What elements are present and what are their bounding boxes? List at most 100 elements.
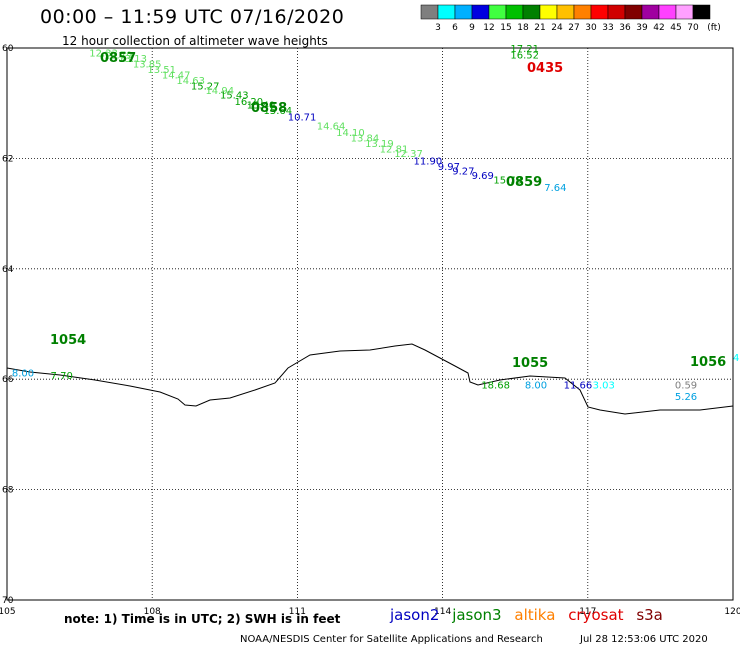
swh-value: 9.69 [472,171,494,182]
latitude-label: 64 [2,265,14,275]
swh-value: 15.43 [220,90,249,101]
legend-label: 21 [534,23,545,33]
swh-value: 16.20 [234,97,263,108]
swh-value: 13.84 [351,133,380,144]
swh-value: 12.37 [394,149,423,160]
swh-value: 11.66 [564,381,593,392]
legend-swatch [641,4,660,20]
longitude-label: 108 [144,607,161,617]
swh-value: 4. [733,353,740,364]
satellite-jason2: jason2 [390,606,440,624]
swh-value: 15.78 [493,175,522,186]
legend-label: 6 [452,23,458,33]
latitude-label: 60 [2,44,14,54]
legend-swatch [675,4,694,20]
satellite-s3a: s3a [636,606,663,624]
pass-id: 1055 [512,356,548,371]
legend-label: 3 [435,23,441,33]
swh-value: 14.94 [205,86,234,97]
longitude-label: 111 [289,607,306,617]
swh-value: 8.00 [12,369,34,380]
satellite-altika: altika [514,606,556,624]
legend-swatch [471,4,490,20]
pass-id: 0857 [100,51,136,66]
swh-value: 14.47 [162,70,191,81]
legend-label: 9 [469,23,475,33]
plot-frame [6,47,734,601]
map-title: 00:00 – 11:59 UTC 07/16/2020 [40,6,345,28]
swh-value: 5.26 [675,392,697,403]
swh-value: 13.13 [118,54,147,65]
pass-id: 0435 [527,61,563,76]
legend-label: 18 [517,23,529,33]
swh-value: 11.90 [414,157,443,168]
latitude-label: 62 [2,154,13,164]
legend-label: 30 [585,23,597,33]
swh-value: 15.27 [191,82,220,93]
legend-swatch [658,4,677,20]
satellite-cryosat: cryosat [568,606,624,624]
pass-id: 0858 [251,101,287,116]
swh-value: 13.51 [147,65,176,76]
swh-value: 8.00 [525,381,547,392]
swh-value: 16.52 [510,51,539,62]
legend-swatch [437,4,456,20]
pass-id: 1054 [50,333,86,348]
swh-value: 14.64 [317,121,346,132]
swh-value: 3.03 [593,381,615,392]
legend-label: 39 [636,23,648,33]
swh-value: 13.85 [133,59,162,70]
legend-swatch [539,4,558,20]
legend-swatch [488,4,507,20]
satellite-legend: jason2 jason3 altika cryosat s3a [390,606,671,624]
swh-value: 9.97 [438,162,460,173]
latitude-label: 68 [2,486,14,496]
swh-value: 17.21 [510,44,539,55]
swh-value: 12.79 [104,51,133,62]
legend-swatch [692,4,711,20]
legend-label: 42 [653,23,664,33]
legend-label: 27 [568,23,579,33]
legend-swatch [556,4,575,20]
legend-unit: (ft) [707,23,721,33]
longitude-label: 105 [0,607,16,617]
swh-value: 14.63 [176,76,205,87]
longitude-label: 117 [579,607,596,617]
legend-swatch [454,4,473,20]
swh-value: 12.33 [89,48,118,59]
swh-value: 7.64 [544,183,566,194]
legend-label: 36 [619,23,631,33]
swh-value: 10.71 [288,112,317,123]
swh-value: 15.64 [264,106,293,117]
swh-value: 15.40 [247,100,276,111]
swh-value: 9.27 [452,167,474,178]
legend-swatch [607,4,626,20]
footnote: note: 1) Time is in UTC; 2) SWH is in fe… [64,612,341,626]
legend-swatch [624,4,643,20]
legend-label: 33 [602,23,613,33]
legend-swatch [420,4,439,20]
satellite-jason3: jason3 [452,606,502,624]
latitude-label: 66 [2,375,14,385]
swh-value: 12.81 [380,144,409,155]
swh-value: 7.70 [51,371,73,382]
coastline [6,343,734,415]
swh-value: 18.68 [481,381,510,392]
pass-id: 1056 [690,355,726,370]
legend-swatch [522,4,541,20]
credit-line: NOAA/NESDIS Center for Satellite Applica… [240,634,543,645]
swh-value: 14.10 [336,128,365,139]
legend-label: 12 [483,23,494,33]
legend-label: 70 [687,23,699,33]
latitude-label: 70 [2,596,14,606]
longitude-label: 114 [434,607,451,617]
legend-label: 24 [551,23,563,33]
legend-swatch [505,4,524,20]
swh-value: 0.59 [675,381,697,392]
legend-label: 15 [500,23,511,33]
map-subtitle: 12 hour collection of altimeter wave hei… [62,34,328,48]
legend-label: 45 [670,23,681,33]
swh-value: 13.19 [365,139,394,150]
longitude-label: 120 [724,607,740,617]
